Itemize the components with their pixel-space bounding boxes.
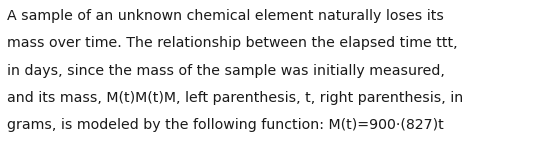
Text: A sample of an unknown chemical element naturally loses its: A sample of an unknown chemical element … bbox=[7, 9, 444, 24]
Text: and its mass, M(t)M(t)M, left parenthesis, t, right parenthesis, in: and its mass, M(t)M(t)M, left parenthesi… bbox=[7, 91, 464, 105]
Text: grams, is modeled by the following function: M(t)=900·(827)t: grams, is modeled by the following funct… bbox=[7, 118, 444, 132]
Text: in days, since the mass of the sample was initially measured,: in days, since the mass of the sample wa… bbox=[7, 64, 445, 78]
Text: mass over time. The relationship between the elapsed time ttt,: mass over time. The relationship between… bbox=[7, 36, 458, 51]
